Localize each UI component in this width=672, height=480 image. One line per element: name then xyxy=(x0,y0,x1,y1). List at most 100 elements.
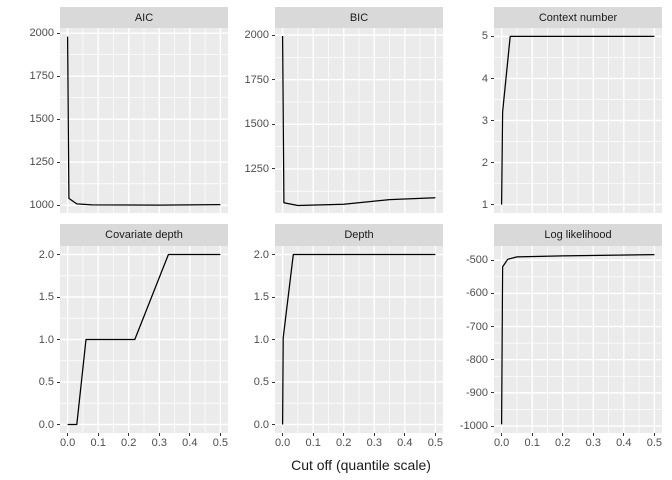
x-axis-tick xyxy=(282,433,284,436)
y-axis-tick-label: 0.0 xyxy=(38,418,54,431)
y-axis-tick-label: 2 xyxy=(481,156,488,169)
x-axis-tick xyxy=(501,433,503,436)
y-axis-tick xyxy=(272,381,275,383)
plot-panel-depth xyxy=(275,246,443,433)
x-axis-tick-label: 0.5 xyxy=(427,437,444,449)
series-line-log-likelihood xyxy=(500,253,655,425)
facet-strip-covariate-depth: Covariate depth xyxy=(60,224,228,246)
y-axis-tick xyxy=(57,32,60,34)
y-axis-tick-label: 1.0 xyxy=(38,333,54,346)
y-axis-tick-label: 0.0 xyxy=(253,418,269,431)
y-axis-tick-label: 2.0 xyxy=(253,248,269,261)
facet-strip-bic: BIC xyxy=(275,7,443,28)
y-axis-tick-label: 2000 xyxy=(29,27,54,40)
x-axis-tick-label: 0.1 xyxy=(90,437,106,449)
facet-title: Covariate depth xyxy=(105,229,183,241)
x-axis-tick-label: 0.0 xyxy=(493,437,510,449)
x-axis-tick xyxy=(97,433,99,436)
x-axis-tick-label: 0.5 xyxy=(646,437,663,449)
x-axis-tick-label: 0.3 xyxy=(366,437,382,449)
x-axis-tick xyxy=(128,433,130,436)
y-axis-tick xyxy=(272,34,275,36)
y-axis-tick-label: -700 xyxy=(465,320,488,333)
x-axis-tick xyxy=(343,433,345,436)
x-axis-tick-label: 0.5 xyxy=(212,437,229,449)
y-axis-tick-label: 1500 xyxy=(244,118,269,131)
y-axis-tick xyxy=(491,259,494,261)
plot-panel-context-number xyxy=(494,28,662,213)
y-axis-tick-label: 1500 xyxy=(29,113,54,126)
plot-panel-log-likelihood xyxy=(494,246,662,433)
facet-title: Log likelihood xyxy=(544,229,612,241)
y-axis-tick-label: 1000 xyxy=(29,199,54,212)
series-line-covariate-depth xyxy=(67,253,221,426)
facet-title: Context number xyxy=(538,11,618,24)
y-axis-tick xyxy=(272,168,275,170)
y-axis-tick xyxy=(57,339,60,340)
y-axis-tick-label: 1250 xyxy=(244,162,269,175)
panel-canvas xyxy=(494,28,662,213)
x-axis-tick-label: 0.4 xyxy=(616,437,632,449)
y-axis-tick-label: 1.5 xyxy=(38,291,54,303)
facet-title: Depth xyxy=(344,229,374,241)
y-axis-tick xyxy=(57,254,60,255)
facet-strip-log-likelihood: Log likelihood xyxy=(494,224,662,246)
plot-panel-covariate-depth xyxy=(60,246,228,433)
y-axis-tick-label: 1750 xyxy=(244,73,269,86)
y-axis-tick-label: 4 xyxy=(481,72,488,85)
x-axis-tick xyxy=(623,433,625,436)
x-axis-tick xyxy=(434,433,436,436)
y-axis-tick-label: 1250 xyxy=(29,156,54,169)
series-line-depth xyxy=(281,253,436,425)
x-axis-tick-label: 0.1 xyxy=(524,437,540,449)
x-axis-title: Cut off (quantile scale) xyxy=(291,457,431,473)
y-axis-tick xyxy=(491,292,494,294)
x-axis-tick xyxy=(189,433,191,436)
x-axis-tick xyxy=(158,433,160,436)
x-axis-tick-label: 0.3 xyxy=(151,437,167,449)
y-axis-tick xyxy=(272,79,275,81)
y-axis-tick xyxy=(57,118,60,120)
x-axis-tick xyxy=(373,433,375,436)
x-axis-tick xyxy=(404,433,406,436)
y-axis-tick xyxy=(57,424,60,425)
panel-canvas xyxy=(275,28,443,213)
x-axis-tick-label: 0.0 xyxy=(59,437,76,449)
x-axis-tick-label: 0.1 xyxy=(305,437,321,449)
y-axis-tick-label: 0.5 xyxy=(38,376,54,388)
x-axis-tick xyxy=(562,433,564,436)
y-axis-tick xyxy=(272,424,275,425)
facet-strip-aic: AIC xyxy=(60,7,228,28)
panel-canvas xyxy=(494,246,662,433)
y-axis-tick xyxy=(272,123,275,125)
x-axis-tick-label: 0.3 xyxy=(585,437,601,449)
x-axis-tick-label: 0.2 xyxy=(336,437,352,449)
y-axis-tick xyxy=(491,120,494,121)
series-line-bic xyxy=(281,35,436,207)
y-axis-tick xyxy=(491,162,494,163)
y-axis-tick-label: 1750 xyxy=(29,70,54,83)
series-line-context-number xyxy=(500,35,655,205)
facet-title: BIC xyxy=(349,11,369,24)
y-axis-tick xyxy=(57,381,60,383)
x-axis-tick-label: 0.2 xyxy=(555,437,571,449)
y-axis-tick xyxy=(272,339,275,340)
x-axis-tick xyxy=(312,433,314,436)
y-axis-tick xyxy=(491,78,494,79)
y-axis-tick-label: -600 xyxy=(465,287,488,300)
panel-canvas xyxy=(60,246,228,433)
y-axis-tick-label: 5 xyxy=(481,30,488,43)
y-axis-tick-label: -800 xyxy=(465,353,488,366)
y-axis-tick xyxy=(491,425,494,427)
y-axis-tick-label: 2.0 xyxy=(38,248,54,261)
y-axis-tick xyxy=(491,359,494,361)
series-line-aic xyxy=(66,36,221,206)
y-axis-tick-label: 1 xyxy=(481,198,488,211)
y-axis-tick xyxy=(272,254,275,255)
x-axis-tick xyxy=(531,433,533,436)
y-axis-tick xyxy=(272,296,275,298)
facet-strip-depth: Depth xyxy=(275,224,443,246)
y-axis-tick-label: 0.5 xyxy=(253,376,269,388)
y-axis-tick xyxy=(491,204,494,206)
